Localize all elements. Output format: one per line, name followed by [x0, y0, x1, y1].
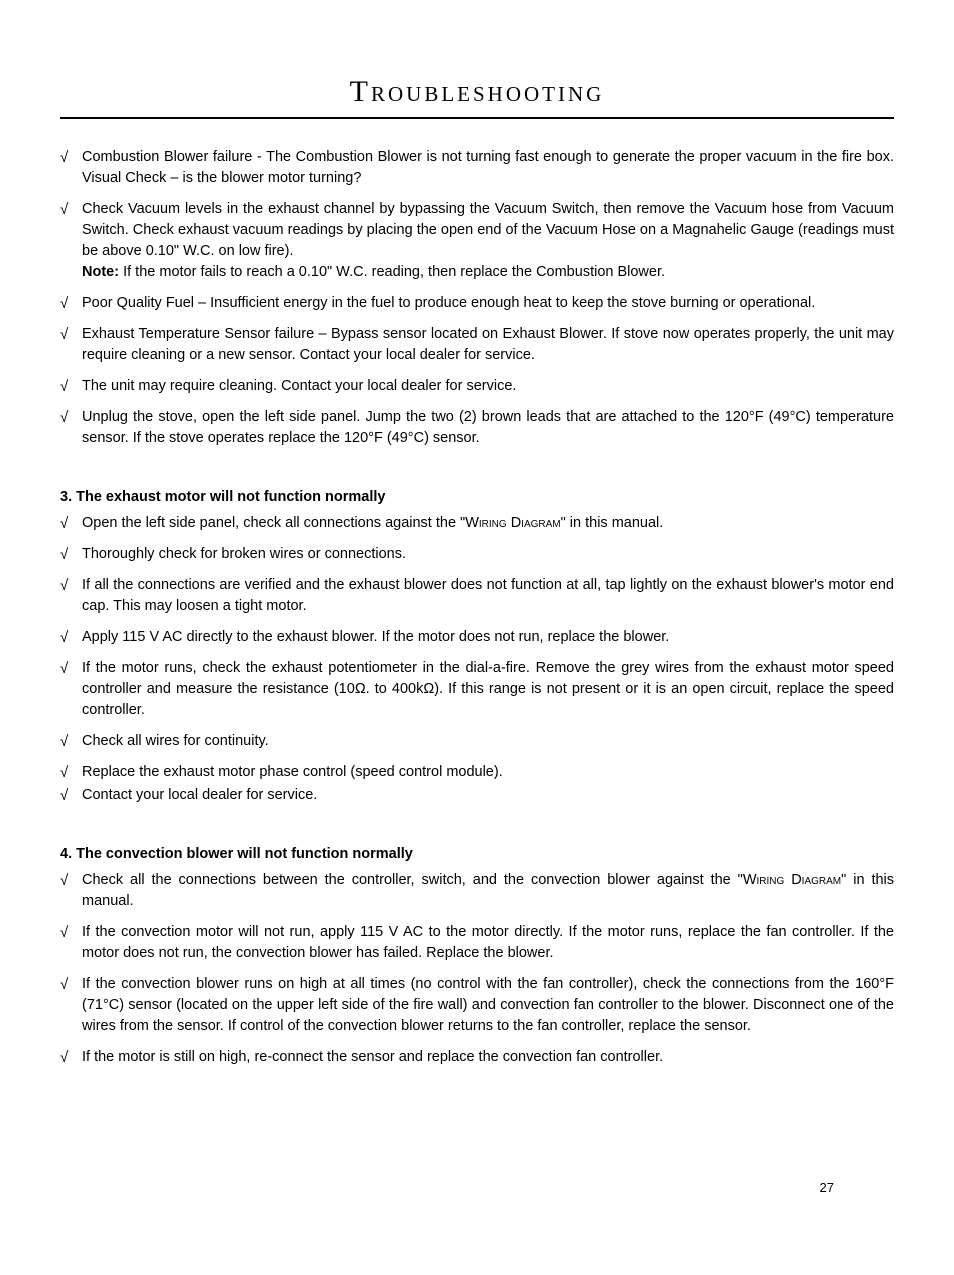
section-3-heading: 3. The exhaust motor will not function n… [60, 489, 894, 505]
list-item: The unit may require cleaning. Contact y… [60, 376, 894, 397]
section-4-heading: 4. The convection blower will not functi… [60, 846, 894, 862]
continuation-list: Combustion Blower failure - The Combusti… [60, 147, 894, 449]
item-text: Exhaust Temperature Sensor failure – Byp… [82, 326, 894, 363]
item-text: Contact your local dealer for service. [82, 787, 317, 803]
item-text: Unplug the stove, open the left side pan… [82, 409, 894, 446]
item-text: If the motor is still on high, re-connec… [82, 1049, 663, 1065]
list-item: Replace the exhaust motor phase control … [60, 762, 894, 783]
item-text: The unit may require cleaning. Contact y… [82, 378, 516, 394]
list-item: Open the left side panel, check all conn… [60, 513, 894, 534]
item-text-post: " in this manual. [561, 515, 664, 531]
list-item: If the convection motor will not run, ap… [60, 922, 894, 964]
item-text: If the motor runs, check the exhaust pot… [82, 660, 894, 718]
list-item: Check all the connections between the co… [60, 870, 894, 912]
list-item: If the convection blower runs on high at… [60, 974, 894, 1037]
list-item: Check all wires for continuity. [60, 731, 894, 752]
list-item: If the motor is still on high, re-connec… [60, 1047, 894, 1068]
item-text: If the convection blower runs on high at… [82, 976, 894, 1034]
item-text: Poor Quality Fuel – Insufficient energy … [82, 295, 815, 311]
list-item: Apply 115 V AC directly to the exhaust b… [60, 627, 894, 648]
item-text: Combustion Blower failure - The Combusti… [82, 149, 894, 186]
list-item: Thoroughly check for broken wires or con… [60, 544, 894, 565]
item-text-pre: Check all the connections between the co… [82, 872, 743, 888]
list-item: Unplug the stove, open the left side pan… [60, 407, 894, 449]
item-text: Replace the exhaust motor phase control … [82, 764, 503, 780]
page-number: 27 [820, 1180, 834, 1195]
note-label: Note: [82, 264, 119, 280]
page-container: Troubleshooting Combustion Blower failur… [60, 75, 894, 1235]
item-text: Check all wires for continuity. [82, 733, 269, 749]
note-text: If the motor fails to reach a 0.10" W.C.… [119, 264, 665, 280]
wiring-diagram-ref: Wiring Diagram [743, 872, 841, 888]
page-title: Troubleshooting [60, 75, 894, 119]
item-text-pre: Open the left side panel, check all conn… [82, 515, 465, 531]
item-text: If all the connections are verified and … [82, 577, 894, 614]
list-item: Combustion Blower failure - The Combusti… [60, 147, 894, 189]
item-text: If the convection motor will not run, ap… [82, 924, 894, 961]
list-item: Poor Quality Fuel – Insufficient energy … [60, 293, 894, 314]
list-item: Check Vacuum levels in the exhaust chann… [60, 199, 894, 283]
item-text: Apply 115 V AC directly to the exhaust b… [82, 629, 669, 645]
wiring-diagram-ref: Wiring Diagram [465, 515, 560, 531]
item-text: Thoroughly check for broken wires or con… [82, 546, 406, 562]
list-item: If the motor runs, check the exhaust pot… [60, 658, 894, 721]
section-4-list: Check all the connections between the co… [60, 870, 894, 1068]
section-3-list: Open the left side panel, check all conn… [60, 513, 894, 806]
list-item: If all the connections are verified and … [60, 575, 894, 617]
list-item: Exhaust Temperature Sensor failure – Byp… [60, 324, 894, 366]
item-text: Check Vacuum levels in the exhaust chann… [82, 201, 894, 259]
list-item: Contact your local dealer for service. [60, 785, 894, 806]
